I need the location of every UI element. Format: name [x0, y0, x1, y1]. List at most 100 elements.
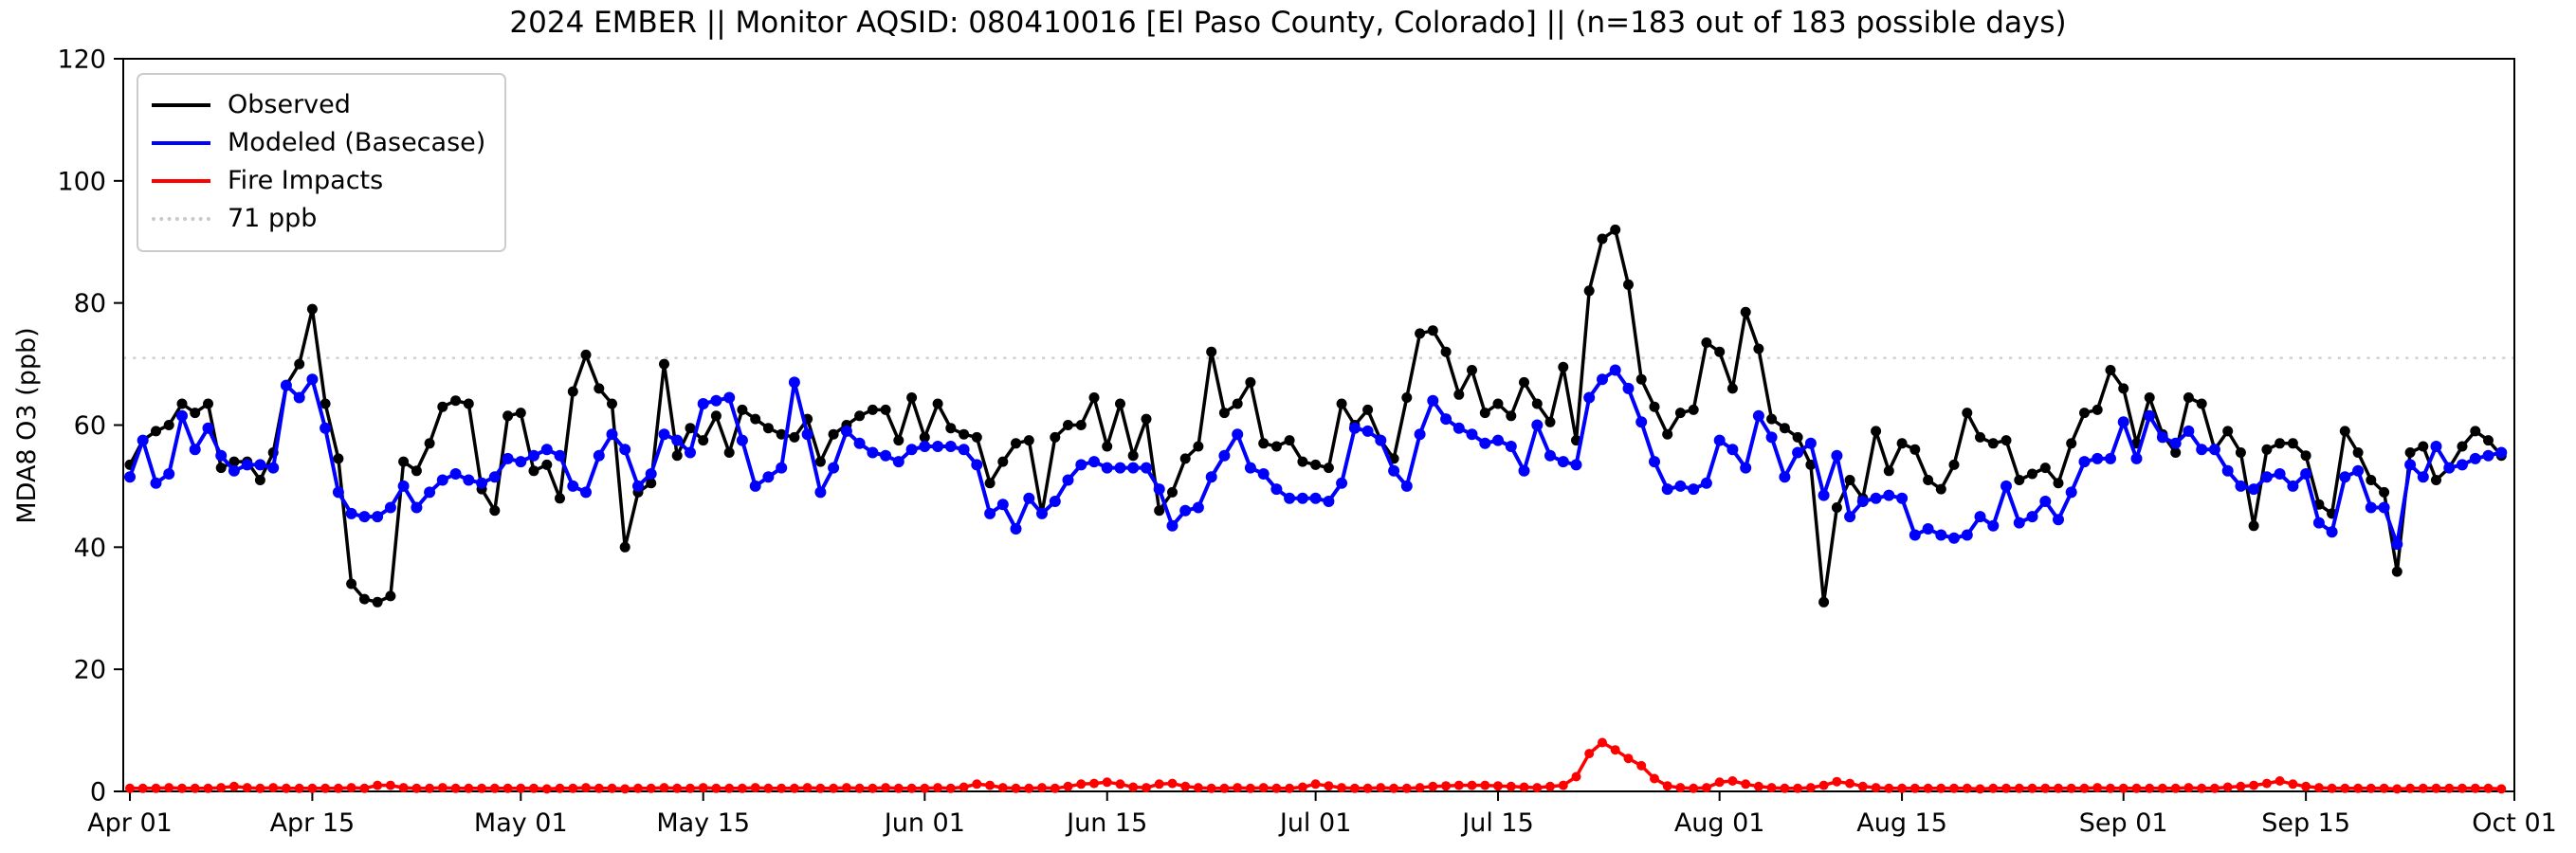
data-point	[840, 425, 852, 437]
data-point	[1544, 416, 1556, 427]
data-point	[1193, 783, 1203, 793]
data-point	[1141, 462, 1152, 474]
data-point	[1153, 483, 1165, 496]
data-point	[1884, 783, 1894, 793]
data-point	[1897, 783, 1908, 793]
data-point	[984, 478, 996, 489]
data-point	[2457, 783, 2467, 793]
data-point	[1792, 431, 1803, 443]
data-point	[646, 478, 657, 489]
data-point	[1024, 783, 1034, 793]
data-point	[1115, 779, 1125, 789]
data-point	[1961, 529, 1973, 541]
data-point	[555, 493, 565, 504]
x-tick-label: Apr 01	[87, 808, 173, 838]
data-point	[1258, 783, 1269, 793]
data-point	[2196, 398, 2207, 409]
data-point	[2339, 426, 2350, 437]
data-point	[2366, 783, 2376, 793]
data-point	[1818, 489, 1830, 501]
data-point	[228, 464, 240, 477]
data-point	[1752, 409, 1764, 422]
data-point	[1011, 438, 1021, 449]
data-point	[2301, 781, 2311, 791]
threshold-line-icon	[152, 216, 210, 221]
data-point	[1297, 782, 1307, 792]
data-point	[905, 444, 918, 456]
data-point	[464, 783, 474, 793]
data-point	[502, 410, 514, 422]
data-point	[659, 358, 669, 370]
data-point	[1531, 398, 1543, 409]
data-point	[1701, 337, 1712, 348]
data-point	[1610, 745, 1620, 755]
data-point	[1452, 422, 1465, 434]
data-point	[1818, 780, 1829, 790]
data-point	[424, 438, 435, 449]
data-point	[2300, 468, 2312, 480]
data-point	[1102, 777, 1112, 788]
data-point	[893, 435, 904, 446]
data-point	[528, 465, 539, 477]
data-point	[215, 449, 228, 462]
data-point	[163, 468, 175, 480]
data-point	[1400, 480, 1413, 492]
data-point	[580, 486, 592, 499]
data-point	[2352, 447, 2364, 458]
data-point	[1036, 507, 1048, 519]
data-point	[320, 783, 331, 793]
data-point	[1088, 392, 1100, 403]
data-point	[2261, 778, 2272, 789]
data-point	[1871, 783, 1881, 793]
data-point	[1323, 463, 1334, 474]
legend-item-modeled: Modeled (Basecase)	[152, 127, 485, 158]
data-point	[763, 783, 774, 793]
data-point	[2027, 468, 2037, 480]
data-point	[2117, 416, 2129, 428]
data-point	[828, 462, 840, 474]
data-point	[868, 783, 878, 793]
data-point	[2431, 783, 2441, 793]
data-point	[1037, 783, 1047, 793]
data-point	[776, 428, 787, 440]
data-point	[2275, 438, 2286, 449]
data-point	[2444, 783, 2455, 793]
data-point	[568, 783, 578, 793]
data-point	[268, 783, 279, 793]
data-point	[1245, 376, 1256, 388]
data-point	[685, 446, 696, 459]
data-point	[345, 507, 357, 519]
data-point	[137, 783, 148, 793]
data-point	[1948, 532, 1960, 544]
data-point	[215, 463, 227, 474]
data-point	[488, 471, 501, 483]
data-point	[607, 398, 617, 409]
data-point	[1336, 477, 1348, 489]
data-point	[1114, 462, 1126, 474]
data-point	[2208, 444, 2220, 456]
data-point	[1219, 783, 1230, 793]
data-point	[1805, 783, 1816, 793]
data-point	[476, 477, 488, 489]
data-point	[1766, 413, 1778, 425]
data-point	[2078, 456, 2091, 468]
data-point	[1793, 783, 1803, 793]
data-point	[346, 578, 357, 590]
data-point	[801, 428, 813, 441]
y-tick-label: 40	[74, 534, 106, 563]
data-point	[320, 398, 331, 409]
data-point	[1023, 492, 1035, 504]
data-point	[1441, 781, 1452, 791]
data-point	[789, 783, 799, 793]
data-point	[1102, 441, 1113, 452]
data-point	[853, 437, 866, 449]
data-point	[854, 410, 866, 422]
data-point	[1518, 464, 1530, 477]
data-point	[2287, 480, 2299, 492]
data-point	[1075, 459, 1087, 471]
data-point	[2039, 496, 2052, 507]
data-point	[2092, 783, 2103, 793]
data-point	[1558, 361, 1569, 372]
data-point	[1714, 777, 1725, 788]
data-point	[541, 784, 552, 794]
